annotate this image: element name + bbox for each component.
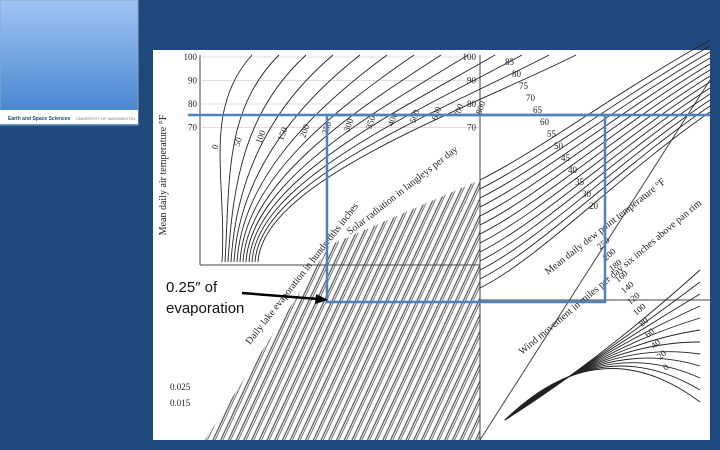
dew-point-label: 85	[505, 57, 515, 67]
middle-tick-label: 90	[467, 76, 477, 86]
nomograph: Mean daily air temperature °F Solar radi…	[153, 39, 711, 441]
wind-curve	[504, 368, 701, 421]
solar-curve	[239, 54, 415, 263]
arrow-shaft	[241, 291, 319, 301]
small-label: 0.015	[170, 398, 191, 408]
arrow-head	[315, 294, 328, 304]
dew-point-curve	[479, 57, 711, 208]
dew-point-label: 50	[554, 141, 564, 151]
dew-point-curve	[479, 105, 711, 280]
wind-label: 0	[661, 362, 671, 373]
dew-point-label: 55	[547, 129, 557, 139]
dew-point-label: 40	[568, 165, 578, 175]
solar-curve-label: 50	[231, 135, 244, 147]
annotation-line: 0.25″ of	[166, 279, 218, 296]
dew-point-label: 45	[561, 153, 571, 163]
left-tick-label: 70	[188, 123, 198, 133]
logo-strip	[0, 110, 138, 124]
left-axis-label: Mean daily air temperature °F	[158, 114, 169, 235]
solar-curve	[245, 54, 469, 263]
dew-point-curve	[479, 39, 711, 181]
solar-curve	[254, 54, 550, 263]
middle-tick-label: 80	[467, 99, 477, 109]
annotation-line: evaporation	[166, 300, 244, 317]
small-label: 0.025	[170, 382, 191, 392]
dew-point-label: 75	[519, 81, 529, 91]
solar-curve-label: 0	[209, 143, 220, 151]
dew-point-curve	[479, 99, 711, 271]
dew-point-curve	[479, 51, 711, 199]
solar-curve	[251, 54, 523, 263]
dew-point-curve	[479, 75, 711, 235]
solar-curve-label: 800	[473, 99, 487, 116]
dew-point-label: 35	[575, 177, 585, 187]
solar-curve	[242, 54, 442, 263]
solar-curve-label: 200	[297, 122, 311, 139]
overlay-box	[325, 113, 607, 304]
dew-point-curve	[479, 45, 711, 190]
solar-curve	[236, 54, 388, 263]
dew-point-curve	[479, 111, 711, 289]
dew-point-label: 30	[582, 189, 592, 199]
solar-curve	[248, 54, 496, 263]
overlay	[188, 113, 710, 304]
dew-point-curve	[479, 87, 711, 253]
solar-curve	[257, 54, 577, 263]
dew-point-curve	[479, 63, 711, 217]
left-tick-label: 80	[188, 99, 198, 109]
left-tick-label: 100	[184, 52, 198, 62]
dew-point-label: 60	[540, 117, 550, 127]
solar-curve	[230, 54, 334, 263]
dew-point-curve	[479, 93, 711, 262]
logo-text: Earth and Space Sciences	[8, 116, 70, 122]
solar-curve	[219, 54, 253, 263]
dew-point-curve	[479, 81, 711, 244]
hatched-evaporation-band	[205, 180, 480, 440]
dew-point-label: 70	[526, 93, 536, 103]
left-tick-label: 90	[188, 76, 198, 86]
solar-curve-label: 100	[253, 128, 267, 145]
dew-point-label: 65	[533, 105, 543, 115]
dew-point-label: 20	[589, 201, 599, 211]
logo-box	[0, 0, 139, 126]
dew-point-label: 80	[512, 69, 522, 79]
middle-tick-label: 70	[467, 123, 477, 133]
dew-point-curve	[479, 69, 711, 226]
solar-curve	[233, 54, 361, 263]
logo-subtext: UNIVERSITY OF WASHINGTON	[76, 116, 135, 121]
solar-curve	[227, 54, 307, 263]
solar-curve	[224, 54, 280, 263]
middle-tick-label: 100	[463, 52, 477, 62]
